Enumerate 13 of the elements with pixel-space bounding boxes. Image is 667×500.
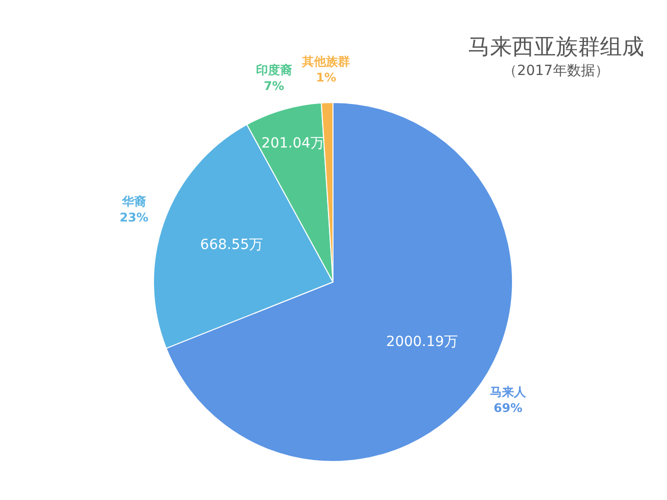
slice-label: 印度裔 [256, 63, 292, 78]
chart-title: 马来西亚族群组成 [467, 34, 645, 62]
text: 69% [494, 400, 522, 415]
data-label: 2000.19万 [386, 334, 458, 350]
data-label: 668.55万 [200, 237, 264, 254]
slice-label: 其他族群 [301, 54, 350, 69]
data-label: 201.04万 [261, 136, 324, 152]
text: 1% [316, 70, 336, 85]
text: 23% [120, 210, 148, 224]
text: （2017年数据） [502, 62, 610, 80]
slice-label: 华裔 [121, 194, 146, 208]
text: 7% [264, 79, 284, 94]
slice-label: 马来人 [490, 384, 528, 399]
